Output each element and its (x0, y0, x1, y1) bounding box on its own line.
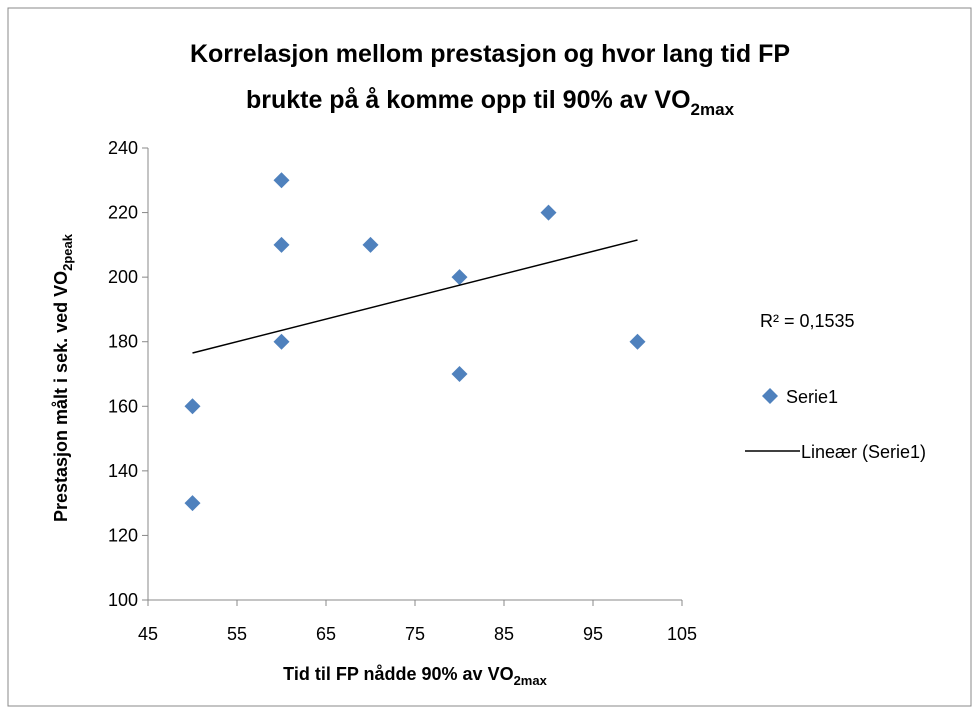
point (273, 236, 290, 253)
legend-label: Serie1 (786, 387, 838, 407)
y-tick-label: 140 (108, 461, 138, 481)
title-text: brukte på å komme opp til 90% av VO (246, 86, 691, 114)
y-label-subscript: 2peak (60, 233, 75, 271)
legend-marker (762, 388, 778, 404)
x-axis-label: Tid til FP nådde 90% av VO2max (283, 664, 547, 688)
y-tick-label: 240 (108, 138, 138, 158)
annotation: R² = 0,1535 (760, 311, 855, 331)
point (540, 204, 557, 221)
x-tick-label: 85 (494, 624, 514, 644)
x-tick-label: 45 (138, 624, 158, 644)
point (273, 333, 290, 350)
point (362, 236, 379, 253)
x-tick-label: 95 (583, 624, 603, 644)
y-axis-label: Prestasjon målt i sek. ved VO2peak (51, 233, 75, 522)
chart-title: Korrelasjon mellom prestasjon og hvor la… (190, 40, 790, 68)
y-label-text: Prestasjon målt i sek. ved VO (51, 271, 71, 522)
point (184, 398, 201, 415)
x-tick-label: 55 (227, 624, 247, 644)
x-tick-label: 65 (316, 624, 336, 644)
y-tick-label: 120 (108, 525, 138, 545)
y-tick-label: 100 (108, 590, 138, 610)
y-tick-label: 220 (108, 203, 138, 223)
chart-border (7, 7, 972, 707)
legend-label: Lineær (Serie1) (801, 442, 926, 462)
x-label-text: Tid til FP nådde 90% av VO (283, 664, 513, 684)
y-tick-label: 160 (108, 396, 138, 416)
point (451, 366, 468, 382)
point (451, 269, 468, 286)
y-tick-label: 200 (108, 267, 138, 287)
point (184, 495, 201, 512)
trend-line (192, 239, 638, 354)
y-tick-label: 180 (108, 332, 138, 352)
point (273, 172, 290, 189)
x-tick-label: 75 (405, 624, 425, 644)
point (629, 333, 646, 350)
chart-title: brukte på å komme opp til 90% av VO2max (246, 86, 735, 119)
x-label-subscript: 2max (514, 673, 548, 688)
x-tick-label: 105 (667, 624, 697, 644)
title-subscript: 2max (691, 100, 735, 119)
